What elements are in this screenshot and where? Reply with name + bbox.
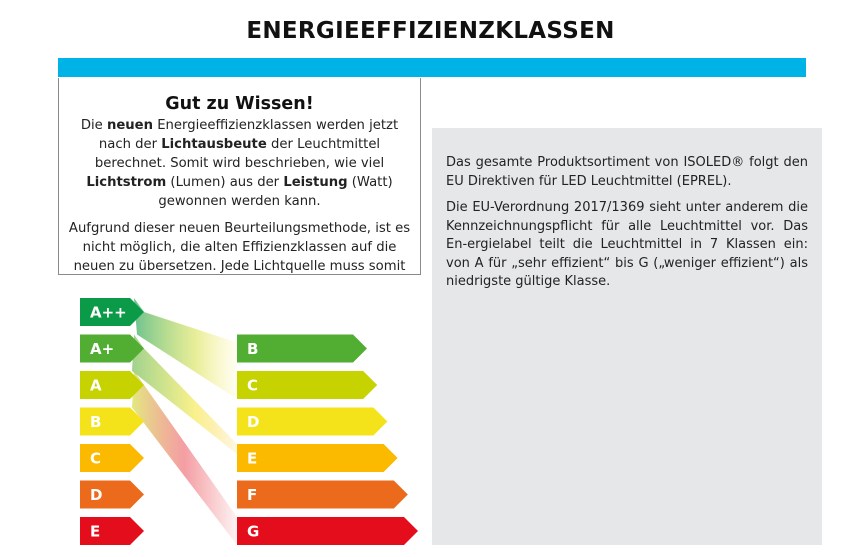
mapping-band-1 [134, 298, 237, 399]
old-class-a-shape [80, 371, 144, 399]
old-class-c-label: C [90, 450, 101, 468]
new-class-c-shape [237, 371, 378, 399]
new-class-c: C [237, 371, 378, 399]
new-class-d-shape [237, 407, 388, 436]
text-run: (Lumen) aus der [166, 175, 284, 190]
new-class-b-shape [237, 334, 367, 363]
panel-paragraph-2: Die EU-Verordnung 2017/1369 sieht unter … [446, 200, 808, 289]
text-run: der Leuchtmittel berechnet. Somit wird b… [94, 137, 385, 171]
old-class-b-label: B [90, 413, 101, 431]
new-class-d: D [237, 407, 388, 436]
new-class-d-label: D [247, 413, 259, 431]
old-class-app: A++ [80, 298, 144, 326]
old-class-c: C [80, 444, 144, 472]
old-class-b: B [80, 407, 144, 436]
old-class-d: D [80, 480, 144, 509]
page-title: ENERGIEEFFIZIENZKLASSEN [246, 18, 615, 44]
new-class-f: F [237, 480, 408, 509]
text-run: (Watt) gewonnen werden kann. [158, 175, 393, 209]
old-class-ap: A+ [80, 334, 144, 363]
new-class-b: B [237, 334, 367, 363]
old-class-b-shape [80, 407, 144, 436]
info-heading: Gut zu Wissen! [165, 94, 314, 114]
info-paragraph-2: Aufgrund dieser neuen Beurteilungsmethod… [68, 221, 411, 274]
info-box: Gut zu Wissen! Die neuen Energieeffizien… [58, 78, 421, 275]
new-class-b-label: B [247, 340, 258, 358]
new-class-e-label: E [247, 450, 257, 468]
old-class-e: E [80, 517, 144, 545]
panel-paragraph-1: Das gesamte Produktsortiment von ISOLED®… [446, 155, 808, 189]
new-class-e: E [237, 444, 398, 472]
new-class-f-label: F [247, 486, 257, 504]
old-class-app-shape [80, 298, 144, 326]
info-panel: Das gesamte Produktsortiment von ISOLED®… [432, 128, 822, 545]
old-class-ap-shape [80, 334, 144, 363]
old-class-c-shape [80, 444, 144, 472]
new-class-g-label: G [247, 523, 259, 541]
new-class-f-shape [237, 480, 408, 509]
new-class-e-shape [237, 444, 398, 472]
old-class-d-shape [80, 480, 144, 509]
new-class-c-label: C [247, 377, 258, 395]
text-run: Die [80, 118, 107, 133]
mapping-band-2 [132, 334, 237, 454]
bold-term: Leistung [283, 175, 348, 190]
old-class-e-label: E [90, 523, 100, 541]
old-class-a-label: A [90, 377, 102, 395]
mapping-band-3 [132, 371, 237, 545]
new-class-g: G [237, 517, 418, 545]
accent-bar [58, 58, 806, 77]
info-paragraph-1: Die neuen Energieeffizienzklassen werden… [63, 116, 416, 211]
bold-term: neuen [106, 118, 154, 133]
old-class-ap-label: A+ [90, 340, 114, 358]
text-run: Energieeffizienzklassen werden jetzt nac… [98, 118, 399, 152]
old-class-d-label: D [90, 486, 102, 504]
bold-term: Lichtstrom [86, 175, 167, 190]
old-class-a: A [80, 371, 144, 399]
old-class-app-label: A++ [90, 304, 127, 322]
new-class-g-shape [237, 517, 418, 545]
old-class-e-shape [80, 517, 144, 545]
bold-term: Lichtausbeute [161, 137, 267, 152]
